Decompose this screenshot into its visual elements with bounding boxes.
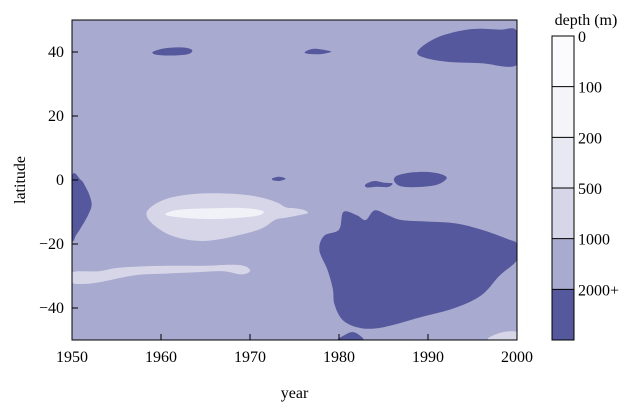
x-axis: 1950 1960 1970 1980 1990 2000 bbox=[56, 334, 533, 366]
x-tick-label: 1970 bbox=[234, 349, 266, 366]
y-tick-label: 20 bbox=[48, 108, 64, 125]
colorbar-tick-label: 1000 bbox=[578, 232, 610, 249]
colorbar-swatch bbox=[552, 137, 574, 188]
x-tick-label: 1960 bbox=[145, 349, 177, 366]
y-tick-label: −20 bbox=[39, 236, 64, 253]
contour-region-light bbox=[72, 264, 251, 285]
x-tick-label: 2000 bbox=[501, 349, 533, 366]
y-tick-label: 40 bbox=[48, 44, 64, 61]
contour-region-light bbox=[487, 331, 517, 340]
colorbar-swatch bbox=[552, 36, 574, 87]
y-axis-label: latitude bbox=[12, 156, 29, 204]
colorbar-tick-label: 500 bbox=[578, 181, 602, 198]
colorbar-tick-label: 0 bbox=[578, 29, 586, 46]
contour-region-deep bbox=[304, 48, 332, 55]
y-axis: 40 20 0 −20 −40 bbox=[39, 44, 78, 317]
contour-region-deep bbox=[271, 176, 286, 182]
colorbar-swatch bbox=[552, 86, 574, 138]
x-tick-label: 1950 bbox=[56, 349, 88, 366]
colorbar: depth (m) 0 100 200 500 1000 2000+ bbox=[551, 12, 619, 341]
colorbar-swatch bbox=[552, 188, 574, 239]
colorbar-tick-label: 100 bbox=[578, 80, 602, 97]
x-tick-label: 1990 bbox=[412, 349, 444, 366]
contour-region-deep bbox=[72, 173, 92, 242]
colorbar-tick-label: 200 bbox=[578, 130, 602, 147]
contour-region-deep bbox=[393, 171, 447, 188]
contour-regions bbox=[72, 28, 517, 340]
contour-region-deep bbox=[338, 332, 364, 340]
contour-region-deep bbox=[417, 28, 517, 67]
colorbar-title: depth (m) bbox=[555, 12, 618, 29]
contour-region-deep bbox=[152, 47, 193, 56]
y-tick-label: −40 bbox=[39, 300, 64, 317]
y-tick-label: 0 bbox=[56, 172, 64, 189]
x-tick-label: 1980 bbox=[323, 349, 355, 366]
contour-region-lighter bbox=[165, 207, 264, 220]
contour-region-deep bbox=[319, 210, 517, 329]
x-axis-label: year bbox=[281, 385, 309, 402]
colorbar-swatch bbox=[552, 238, 574, 290]
colorbar-swatch bbox=[552, 289, 574, 340]
contour-region-deep bbox=[364, 180, 393, 188]
colorbar-tick-label: 2000+ bbox=[578, 282, 619, 299]
